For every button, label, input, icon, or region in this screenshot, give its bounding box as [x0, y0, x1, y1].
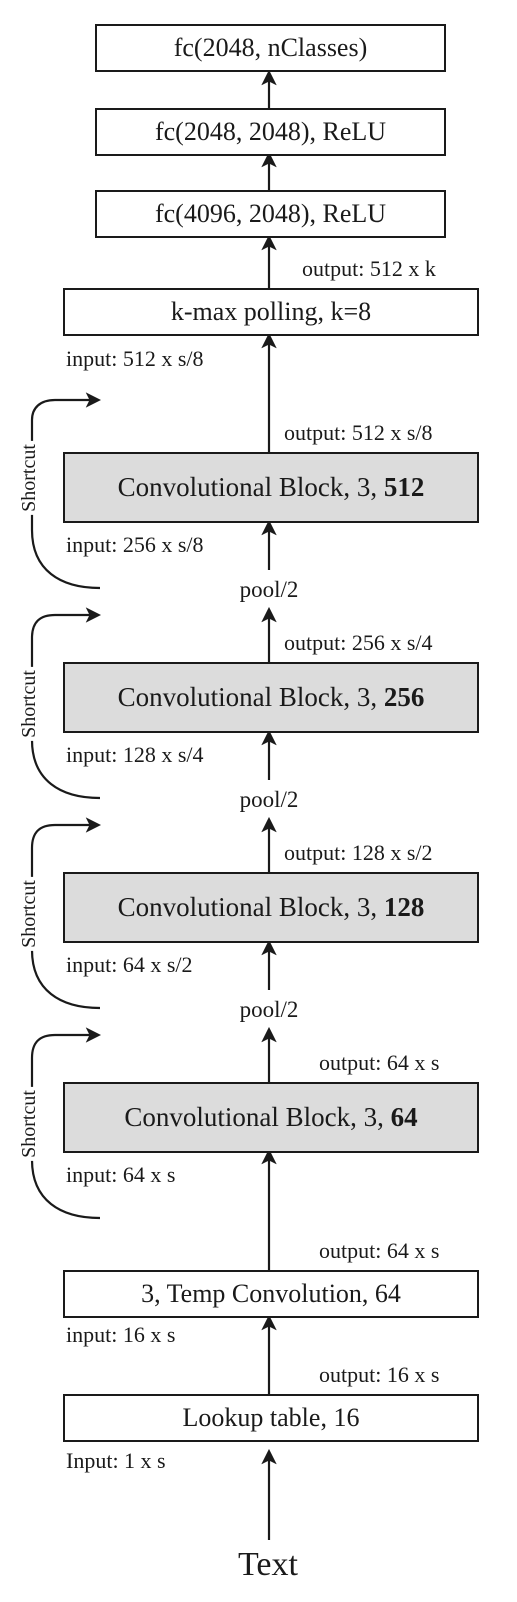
conv512-input-label: input: 256 x s/8 — [66, 532, 204, 557]
conv-block-filters: 64 — [390, 1102, 418, 1132]
kmax-output-label: output: 512 x k — [302, 256, 436, 281]
text-input-label: Text — [238, 1546, 298, 1583]
conv-block-filters: 512 — [383, 472, 425, 502]
lookup-output-label: output: 16 x s — [319, 1362, 440, 1387]
conv64-input-label: input: 64 x s — [66, 1162, 176, 1187]
lookup-table-box: Lookup table, 16 — [63, 1394, 479, 1442]
conv-block-prefix: Convolutional Block, 3, — [117, 472, 384, 502]
conv64-output-label: output: 64 x s — [319, 1050, 440, 1075]
shortcut-arrow-4 — [30, 392, 102, 590]
conv256-input-label: input: 128 x s/4 — [66, 742, 204, 767]
shortcut-label-4: Shortcut — [18, 441, 40, 515]
conv-block-prefix: Convolutional Block, 3, — [124, 1102, 391, 1132]
conv-block-256: Convolutional Block, 3, 256 — [63, 662, 479, 733]
conv-block-filters: 256 — [383, 682, 425, 712]
kmax-input-label: input: 512 x s/8 — [66, 346, 204, 371]
conv-block-prefix: Convolutional Block, 3, — [117, 682, 384, 712]
temp-conv-output-label: output: 64 x s — [319, 1238, 440, 1263]
shortcut-label-1: Shortcut — [18, 1087, 40, 1161]
conv512-output-label: output: 512 x s/8 — [284, 420, 433, 445]
temp-convolution-box: 3, Temp Convolution, 64 — [63, 1270, 479, 1318]
conv-block-64: Convolutional Block, 3, 64 — [63, 1082, 479, 1153]
fc-hidden-box-2: fc(2048, 2048), ReLU — [95, 108, 446, 156]
pool-label-3: pool/2 — [239, 577, 299, 602]
conv-block-filters: 128 — [383, 892, 425, 922]
shortcut-label-3: Shortcut — [18, 667, 40, 741]
temp-conv-input-label: input: 16 x s — [66, 1322, 176, 1347]
fc-hidden-box-1: fc(4096, 2048), ReLU — [95, 190, 446, 238]
conv-block-128: Convolutional Block, 3, 128 — [63, 872, 479, 943]
fc-output-box: fc(2048, nClasses) — [95, 24, 446, 72]
conv-block-prefix: Convolutional Block, 3, — [117, 892, 384, 922]
conv128-output-label: output: 128 x s/2 — [284, 840, 433, 865]
pool-label-2: pool/2 — [239, 787, 299, 812]
conv256-output-label: output: 256 x s/4 — [284, 630, 433, 655]
pool-label-1: pool/2 — [239, 997, 299, 1022]
conv-block-512: Convolutional Block, 3, 512 — [63, 452, 479, 523]
lookup-input-label: Input: 1 x s — [66, 1448, 166, 1473]
conv128-input-label: input: 64 x s/2 — [66, 952, 193, 977]
kmax-pooling-box: k-max polling, k=8 — [63, 288, 479, 336]
shortcut-label-2: Shortcut — [18, 877, 40, 951]
